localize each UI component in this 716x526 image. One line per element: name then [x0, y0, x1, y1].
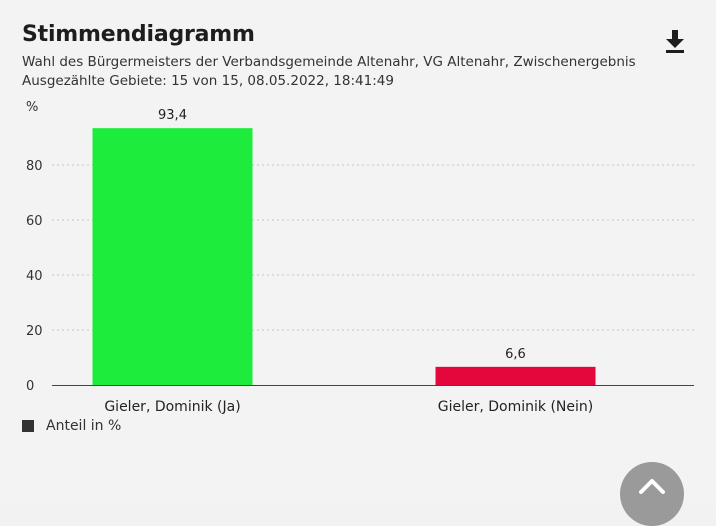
- subtitle-counted-areas: Ausgezählte Gebiete: 15 von 15, 08.05.20…: [22, 73, 394, 89]
- legend-swatch: [22, 420, 34, 432]
- y-tick-label: 0: [26, 379, 34, 394]
- bar-value-label: 6,6: [505, 347, 526, 362]
- chart-card: Stimmendiagramm Wahl des Bürgermeisters …: [22, 22, 694, 526]
- download-icon[interactable]: [664, 28, 686, 54]
- chevron-up-icon: [639, 479, 665, 494]
- bar-value-label: 93,4: [158, 108, 187, 123]
- y-tick-label: 40: [26, 269, 43, 284]
- bar: [92, 128, 253, 385]
- y-tick-label: 20: [26, 324, 43, 339]
- scroll-to-top-button[interactable]: [620, 462, 684, 526]
- bar: [435, 366, 596, 385]
- bar-chart: % 0 20 40 60 80 93,4 Gieler, Dominik (Ja) 6,6 Gie…: [26, 100, 694, 415]
- subtitle-election: Wahl des Bürgermeisters der Verbandsgeme…: [22, 54, 636, 70]
- y-tick-label: 80: [26, 159, 43, 174]
- y-axis-unit-label: %: [26, 100, 38, 115]
- y-tick-label: 60: [26, 214, 43, 229]
- legend-label: Anteil in %: [46, 418, 122, 434]
- chart-subtitle: Wahl des Bürgermeisters der Verbandsgeme…: [22, 53, 672, 91]
- x-category-label: Gieler, Dominik (Nein): [438, 399, 593, 415]
- chart-legend: Anteil in %: [22, 418, 121, 434]
- chart-title: Stimmendiagramm: [22, 22, 255, 47]
- x-category-label: Gieler, Dominik (Ja): [104, 399, 240, 415]
